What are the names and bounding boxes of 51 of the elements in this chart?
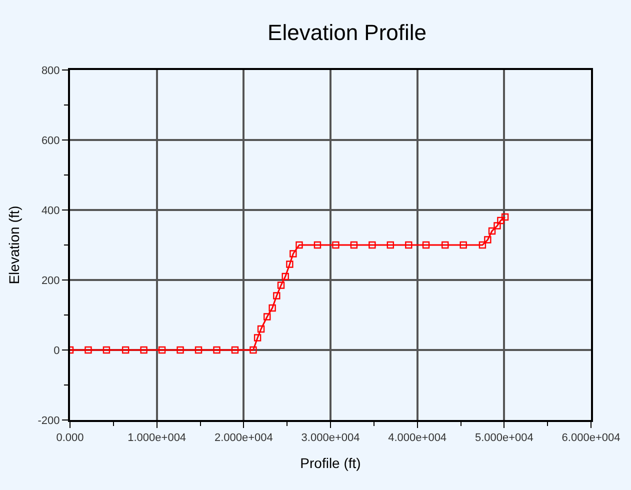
- point: [254, 334, 262, 342]
- y-axis-title: Elevation (ft): [6, 206, 22, 284]
- y-tick-label: 800: [41, 64, 60, 77]
- point: [501, 213, 509, 221]
- x-tick-label: 1.000e+004: [128, 432, 186, 444]
- point: [158, 346, 166, 354]
- point: [140, 346, 148, 354]
- x-tick-label: 4.000e+004: [388, 432, 447, 444]
- x-tick-label: 0.000: [56, 432, 84, 444]
- point: [250, 346, 257, 354]
- point: [386, 241, 394, 249]
- point: [213, 346, 220, 354]
- point: [488, 227, 496, 235]
- point: [231, 346, 239, 354]
- y-tick-label: 0: [54, 344, 60, 357]
- point: [484, 236, 492, 244]
- point: [442, 241, 449, 249]
- point: [102, 346, 110, 354]
- point: [368, 241, 376, 249]
- y-tick-label: 600: [41, 134, 60, 147]
- point: [273, 292, 280, 300]
- point: [176, 346, 184, 354]
- point: [282, 272, 289, 280]
- x-tick-label: 5.000e+004: [474, 432, 534, 444]
- point: [268, 304, 276, 312]
- point: [257, 325, 265, 333]
- point: [84, 346, 92, 354]
- x-axis-title: Profile (ft): [300, 455, 361, 471]
- point: [122, 346, 130, 354]
- point: [286, 260, 294, 268]
- x-tick-label: 6.000e+004: [562, 432, 620, 444]
- y-tick-label: 400: [41, 204, 60, 217]
- point: [314, 241, 322, 249]
- y-tick-label: -200: [38, 414, 60, 427]
- point: [422, 241, 430, 249]
- point: [264, 313, 271, 320]
- point: [277, 282, 285, 289]
- point: [460, 241, 467, 249]
- chart-title: Elevation Profile: [268, 20, 427, 45]
- y-tick-label: 200: [41, 274, 60, 287]
- point: [296, 241, 303, 249]
- point: [497, 216, 504, 224]
- point: [478, 241, 486, 249]
- x-tick-label: 2.000e+004: [214, 432, 273, 444]
- point: [350, 241, 358, 249]
- point: [290, 250, 297, 258]
- point: [194, 346, 202, 354]
- point: [405, 241, 412, 249]
- point: [494, 222, 501, 230]
- point: [332, 241, 340, 249]
- x-tick-label: 3.000e+004: [301, 432, 360, 444]
